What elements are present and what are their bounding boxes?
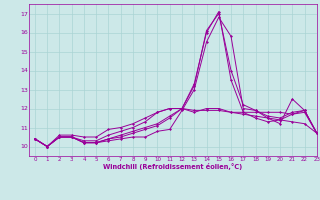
X-axis label: Windchill (Refroidissement éolien,°C): Windchill (Refroidissement éolien,°C) <box>103 163 243 170</box>
